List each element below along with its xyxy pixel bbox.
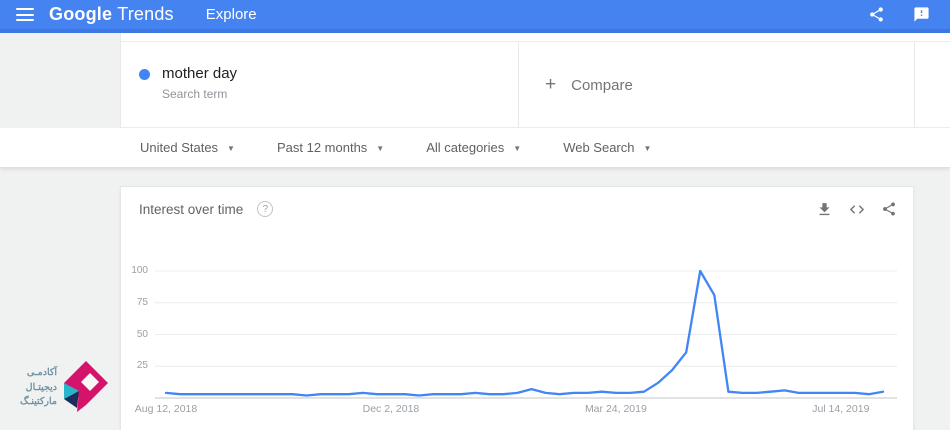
page-title-explore: Explore <box>205 6 257 23</box>
query-band: mother day Search term + Compare <box>0 33 950 128</box>
term-color-dot <box>139 69 150 80</box>
share-icon[interactable] <box>868 6 885 23</box>
caret-down-icon: ▼ <box>227 144 235 153</box>
compare-button[interactable]: + Compare <box>519 42 915 127</box>
query-card-stub <box>915 42 950 127</box>
filters-bar: United States ▼ Past 12 months ▼ All cat… <box>0 128 950 168</box>
filter-category[interactable]: All categories ▼ <box>426 140 521 155</box>
watermark: آکادمـی دیجیتـال مارکتینـگ <box>5 360 111 416</box>
caret-down-icon: ▼ <box>513 144 522 153</box>
filter-category-label: All categories <box>426 140 505 155</box>
chart-share-icon[interactable] <box>881 201 897 217</box>
search-term-card[interactable]: mother day Search term <box>121 42 519 127</box>
watermark-logo <box>64 361 108 412</box>
download-icon[interactable] <box>816 201 833 218</box>
search-term-type: Search term <box>162 87 228 101</box>
compare-label: Compare <box>571 77 633 94</box>
y-axis-label-25: 25 <box>136 360 148 372</box>
caret-down-icon: ▼ <box>376 144 385 153</box>
watermark-text: آکادمـی دیجیتـال مارکتینـگ <box>5 360 57 410</box>
query-card: mother day Search term + Compare <box>120 33 950 128</box>
watermark-line1: آکادمـی <box>26 367 57 378</box>
brand-google: Google <box>49 4 113 24</box>
feedback-icon[interactable] <box>913 6 930 23</box>
x-axis-label-3: Jul 14, 2019 <box>812 403 870 415</box>
plus-icon: + <box>545 74 557 95</box>
filter-search-type[interactable]: Web Search ▼ <box>563 140 651 155</box>
y-axis-label-75: 75 <box>136 296 148 308</box>
trend-line-chart <box>155 269 897 399</box>
app-header: Google Trends Explore <box>0 0 950 33</box>
y-axis-label-100: 100 <box>131 265 148 276</box>
help-icon[interactable]: ? <box>257 201 274 217</box>
watermark-line3: مارکتینـگ <box>20 396 57 407</box>
filter-search-type-label: Web Search <box>563 140 635 155</box>
interest-over-time-chart[interactable]: 25 50 75 100 Aug 12, 2018 Dec 2, 2018 Mar 24,… <box>121 187 913 430</box>
search-term-text: mother day <box>162 65 238 82</box>
filter-geo[interactable]: United States ▼ <box>140 140 235 155</box>
chart-title: Interest over time <box>139 201 244 217</box>
brand-trends: Trends <box>117 4 174 24</box>
x-axis-label-1: Dec 2, 2018 <box>362 403 420 415</box>
watermark-line2: دیجیتـال <box>25 381 57 393</box>
x-axis-label-0: Aug 12, 2018 <box>134 403 198 415</box>
menu-icon[interactable] <box>16 8 34 21</box>
x-axis-label-2: Mar 24, 2019 <box>584 403 647 415</box>
y-axis-label-50: 50 <box>136 328 148 340</box>
caret-down-icon: ▼ <box>643 144 652 153</box>
interest-over-time-card: 25 50 75 100 Aug 12, 2018 Dec 2, 2018 Mar 24,… <box>120 186 914 430</box>
embed-icon[interactable] <box>848 201 866 218</box>
filter-time-label: Past 12 months <box>276 140 368 155</box>
filter-time-range[interactable]: Past 12 months ▼ <box>277 140 384 155</box>
google-trends-logo[interactable]: Google Trends <box>49 4 174 25</box>
filter-geo-label: United States <box>140 140 219 155</box>
